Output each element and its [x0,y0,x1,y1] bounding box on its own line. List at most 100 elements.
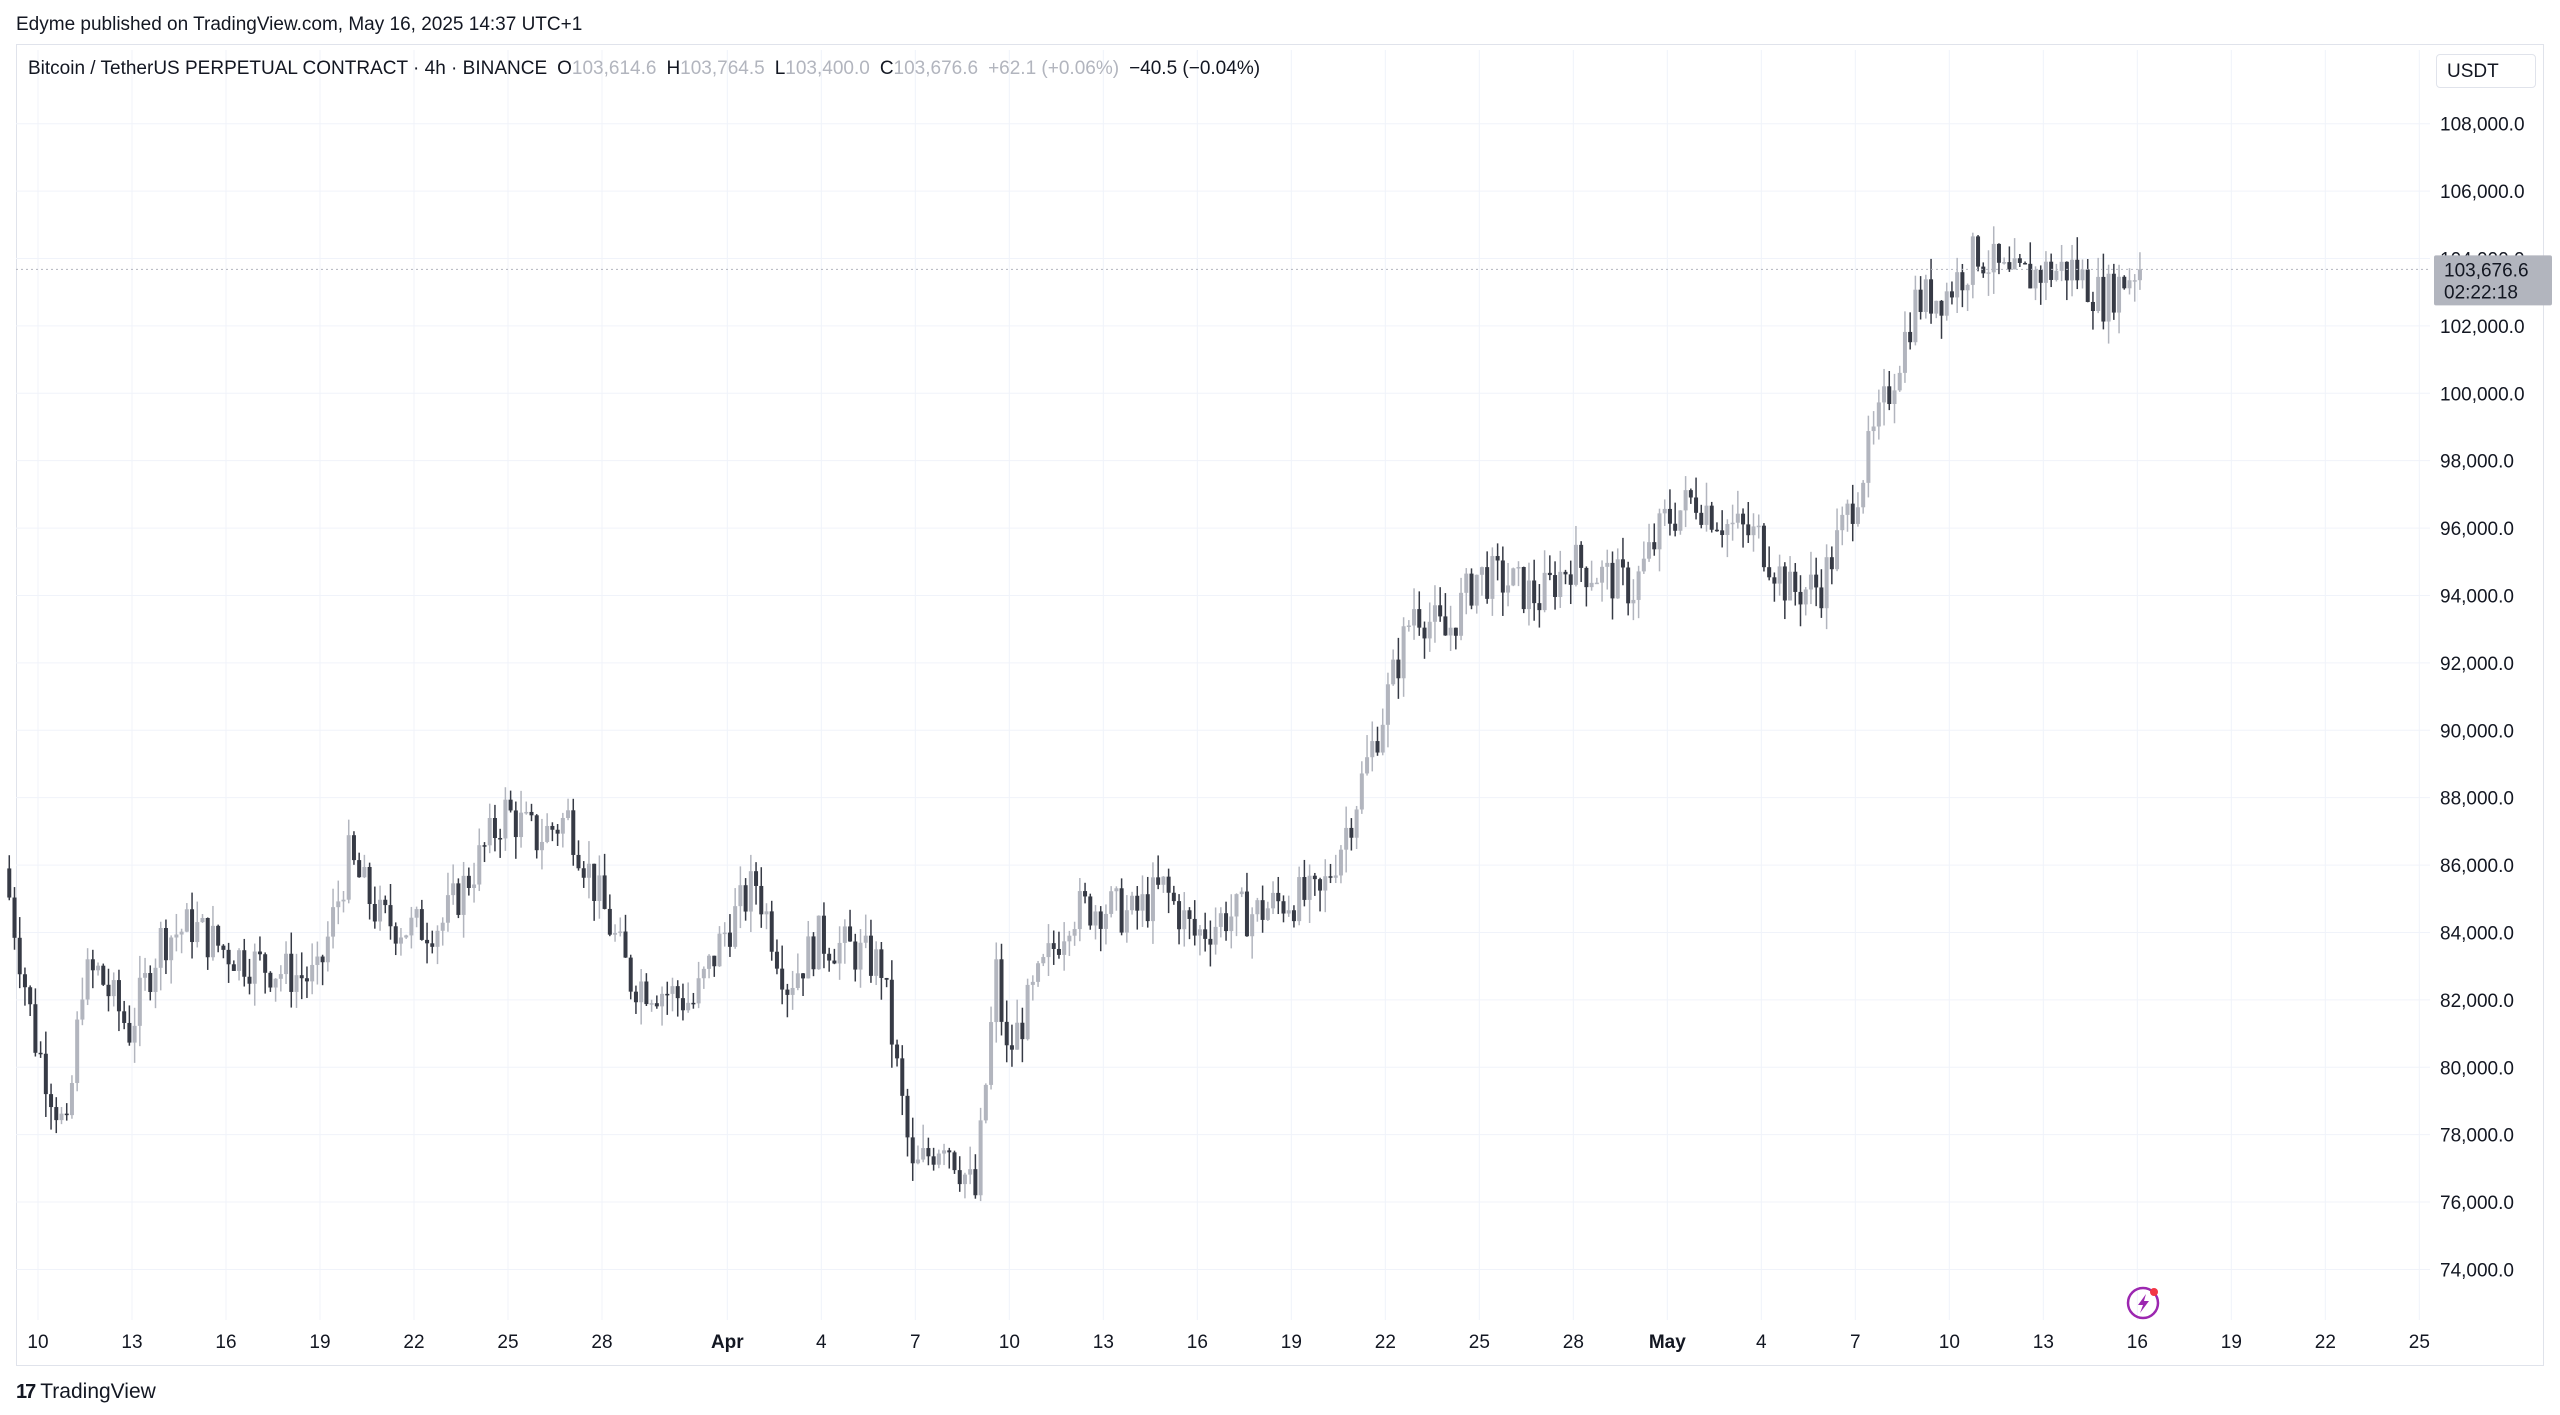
candle-body [1114,888,1119,892]
price-tick-label: 86,000.0 [2440,856,2514,877]
candle [743,878,748,921]
candle-body [1735,513,1740,523]
candle-body [2007,262,2012,270]
candle-body [1876,402,1881,427]
candle-body [1479,567,1484,575]
candle-body [1824,557,1829,609]
candle-body [1500,560,1505,593]
tradingview-logo[interactable]: 17 TradingView [16,1380,156,1404]
candle [707,954,712,979]
candle [75,1011,80,1092]
price-tick-label: 88,000.0 [2440,789,2514,810]
candle-body [1673,523,1678,531]
time-tick-label: 7 [1850,1332,1861,1353]
candle-body [1432,605,1437,622]
candle-body [576,854,581,869]
candle [811,932,816,977]
candle [268,971,273,992]
candle-body [999,959,1004,1022]
candle [425,922,430,964]
candle-body [879,949,884,978]
candle [498,828,503,858]
candle-body [513,810,518,838]
candle-body [1542,572,1547,611]
candle-body [101,965,106,985]
candle [1051,930,1056,965]
candle [1250,907,1255,959]
candle [1526,562,1531,626]
candle [842,919,847,964]
candle-body [994,959,999,1023]
candle-body [1234,894,1239,917]
candle [409,906,414,949]
candle [555,824,560,846]
time-tick-label: 19 [309,1332,330,1353]
candle-body [1704,505,1709,525]
candle [1281,895,1286,923]
candle [331,888,336,949]
candle [137,955,142,1047]
candle [1521,566,1526,614]
candle [1777,554,1782,596]
candle [795,953,800,991]
candle-body [2090,301,2095,312]
candle-body [1422,627,1427,639]
candle [1328,863,1333,884]
candle-body [1808,574,1813,590]
candle [639,969,644,1025]
candle [1239,887,1244,898]
candle [837,926,842,980]
candle-body [1077,891,1082,930]
candle-body [2075,259,2080,281]
candle [284,941,289,985]
low-label: L [774,58,786,79]
candle-body [388,905,393,927]
candle [1072,921,1077,946]
candle-body [550,825,555,830]
candle-body [1046,943,1051,958]
candle [503,787,508,851]
symbol-title[interactable]: Bitcoin / TetherUS PERPETUAL CONTRACT · … [28,58,548,79]
candle [1161,876,1166,893]
candle [90,949,95,989]
candle-body [628,957,633,992]
candle-body [868,935,873,976]
candle [1156,855,1161,890]
candle-body [1438,605,1443,617]
candle-body [1746,524,1751,536]
candle-body [148,973,153,992]
candle-body [1213,926,1218,945]
candle-body [1699,512,1704,525]
candle [1751,513,1756,552]
high-value: 103,764.5 [680,58,765,79]
candle-body [12,897,17,938]
candle-body [59,1113,64,1121]
candle [628,954,633,1000]
candle-body [1208,938,1213,945]
candle-body [169,937,174,961]
lightning-bolt-icon[interactable] [2126,1286,2160,1320]
candle [942,1143,947,1166]
candle [806,920,811,979]
currency-button[interactable]: USDT [2436,54,2536,88]
candle-body [1761,525,1766,568]
candle-body [43,1053,48,1095]
candle-body [393,926,398,944]
price-tick-label: 108,000.0 [2440,115,2525,136]
price-tick-label: 78,000.0 [2440,1126,2514,1147]
candle-body [660,993,665,1007]
candle [2085,259,2090,303]
candle-body [1401,626,1406,679]
candle [2070,244,2075,297]
candle [1558,550,1563,608]
candle [1996,243,2001,275]
candle [1427,602,1432,652]
candle [472,862,477,903]
time-tick-label: 10 [27,1332,48,1353]
candle [1662,499,1667,527]
candle-body [2117,276,2122,313]
candle-body [1098,911,1103,929]
price-tick-label: 96,000.0 [2440,519,2514,540]
candle [774,939,779,975]
